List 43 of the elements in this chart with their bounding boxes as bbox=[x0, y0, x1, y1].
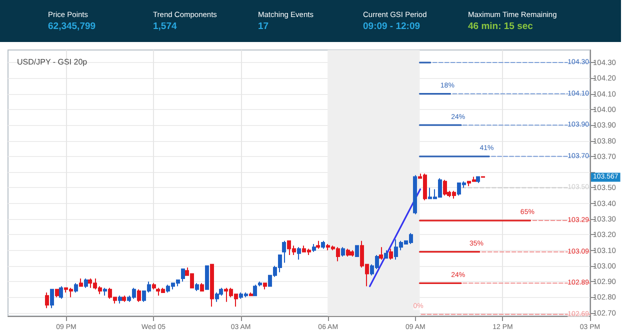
candlestick bbox=[181, 268, 185, 282]
candlestick bbox=[282, 240, 286, 264]
text: 1,574 bbox=[153, 21, 178, 32]
text: USD/JPY - GSI 20p bbox=[17, 58, 88, 66]
candlestick bbox=[200, 282, 204, 292]
candlestick bbox=[215, 292, 219, 302]
candlestick bbox=[379, 246, 383, 260]
candlestick bbox=[59, 286, 63, 300]
candlestick bbox=[103, 287, 107, 296]
candlestick bbox=[346, 248, 350, 258]
candlestick bbox=[210, 264, 214, 308]
candlestick bbox=[122, 295, 126, 302]
candlestick bbox=[476, 176, 480, 184]
candlestick bbox=[443, 179, 447, 196]
candlestick bbox=[152, 282, 156, 290]
candlestick bbox=[297, 246, 301, 260]
candlestick bbox=[55, 288, 59, 298]
text: 62,345,799 bbox=[48, 21, 96, 32]
candlestick bbox=[253, 284, 257, 296]
candlestick bbox=[137, 288, 141, 302]
candlestick bbox=[205, 265, 209, 290]
candlestick bbox=[249, 292, 253, 296]
text: 46 min: 15 sec bbox=[468, 21, 534, 32]
candlestick bbox=[74, 282, 78, 294]
candlestick bbox=[258, 281, 262, 287]
candlestick bbox=[350, 250, 354, 258]
candlestick bbox=[316, 240, 320, 250]
candlestick bbox=[79, 278, 83, 287]
candlestick bbox=[413, 174, 417, 215]
candlestick bbox=[321, 240, 325, 250]
text: 09:09 - 12:09 bbox=[363, 21, 422, 32]
candlestick bbox=[45, 292, 49, 309]
text: 17 bbox=[258, 21, 270, 32]
candlestick bbox=[263, 282, 267, 290]
candlestick bbox=[384, 250, 388, 259]
candlestick bbox=[389, 248, 393, 260]
candlestick bbox=[355, 245, 359, 258]
candlestick bbox=[84, 278, 88, 288]
candlestick bbox=[195, 282, 199, 292]
candlestick bbox=[341, 246, 345, 258]
candlestick bbox=[50, 288, 54, 309]
candlestick bbox=[118, 295, 122, 304]
candlestick bbox=[312, 244, 316, 252]
